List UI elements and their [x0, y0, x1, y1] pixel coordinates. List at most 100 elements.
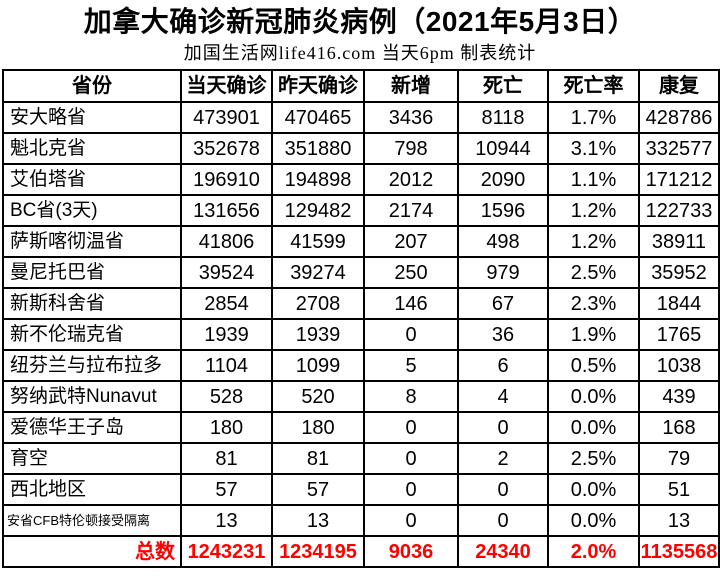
today-confirmed-cell: 352678 — [180, 132, 273, 165]
today-confirmed-cell: 131656 — [180, 194, 273, 227]
yesterday-confirmed-cell: 351880 — [271, 132, 365, 165]
recovered-cell: 332577 — [638, 132, 720, 165]
death-rate-cell: 2.5% — [547, 442, 640, 475]
recovered-cell: 1765 — [638, 318, 720, 351]
province-cell: 西北地区 — [2, 473, 182, 506]
recovered-cell: 168 — [638, 411, 720, 444]
yesterday-confirmed-cell: 1099 — [271, 349, 365, 382]
recovered-cell: 171212 — [638, 163, 720, 196]
province-cell: 安省CFB特伦顿接受隔离 — [2, 504, 182, 537]
today-confirmed-cell: 13 — [180, 504, 273, 537]
table-row: 新不伦瑞克省 1939 1939 0 36 1.9% 1765 — [2, 318, 720, 351]
death-rate-cell: 0.0% — [547, 473, 640, 506]
total-death-rate-cell: 2.0% — [547, 535, 640, 568]
death-rate-cell: 0.0% — [547, 411, 640, 444]
deaths-cell: 0 — [457, 504, 549, 537]
table-row: 萨斯喀彻温省 41806 41599 207 498 1.2% 38911 — [2, 225, 720, 258]
death-rate-cell: 1.1% — [547, 163, 640, 196]
yesterday-confirmed-cell: 180 — [271, 411, 365, 444]
deaths-cell: 2 — [457, 442, 549, 475]
new-cases-cell: 0 — [363, 442, 459, 475]
recovered-cell: 79 — [638, 442, 720, 475]
yesterday-confirmed-cell: 194898 — [271, 163, 365, 196]
today-confirmed-cell: 81 — [180, 442, 273, 475]
new-cases-cell: 798 — [363, 132, 459, 165]
province-cell: 新不伦瑞克省 — [2, 318, 182, 351]
province-cell: 爱德华王子岛 — [2, 411, 182, 444]
deaths-cell: 67 — [457, 287, 549, 320]
today-confirmed-cell: 180 — [180, 411, 273, 444]
total-yesterday-confirmed-cell: 1234195 — [271, 535, 365, 568]
today-confirmed-cell: 528 — [180, 380, 273, 413]
deaths-cell: 498 — [457, 225, 549, 258]
deaths-cell: 0 — [457, 473, 549, 506]
new-cases-cell: 3436 — [363, 101, 459, 134]
today-confirmed-cell: 196910 — [180, 163, 273, 196]
death-rate-cell: 0.0% — [547, 380, 640, 413]
today-confirmed-cell: 1104 — [180, 349, 273, 382]
death-rate-cell: 2.3% — [547, 287, 640, 320]
recovered-cell: 1038 — [638, 349, 720, 382]
deaths-cell: 979 — [457, 256, 549, 289]
today-confirmed-cell: 473901 — [180, 101, 273, 134]
death-rate-cell: 1.7% — [547, 101, 640, 134]
yesterday-confirmed-cell: 470465 — [271, 101, 365, 134]
recovered-cell: 1844 — [638, 287, 720, 320]
column-header-new-cases: 新增 — [363, 69, 459, 103]
yesterday-confirmed-cell: 81 — [271, 442, 365, 475]
new-cases-cell: 0 — [363, 473, 459, 506]
province-cell: BC省(3天) — [2, 194, 182, 227]
yesterday-confirmed-cell: 129482 — [271, 194, 365, 227]
today-confirmed-cell: 39524 — [180, 256, 273, 289]
death-rate-cell: 3.1% — [547, 132, 640, 165]
recovered-cell: 122733 — [638, 194, 720, 227]
new-cases-cell: 0 — [363, 411, 459, 444]
province-cell: 努纳武特Nunavut — [2, 380, 182, 413]
table-row: 新斯科舍省 2854 2708 146 67 2.3% 1844 — [2, 287, 720, 320]
yesterday-confirmed-cell: 13 — [271, 504, 365, 537]
yesterday-confirmed-cell: 520 — [271, 380, 365, 413]
table-row: 爱德华王子岛 180 180 0 0 0.0% 168 — [2, 411, 720, 444]
total-deaths-cell: 24340 — [457, 535, 549, 568]
recovered-cell: 35952 — [638, 256, 720, 289]
total-recovered-cell: 1135568 — [638, 535, 720, 568]
new-cases-cell: 146 — [363, 287, 459, 320]
table-row: 育空 81 81 0 2 2.5% 79 — [2, 442, 720, 475]
total-today-confirmed-cell: 1243231 — [180, 535, 273, 568]
total-row: 总数 1243231 1234195 9036 24340 2.0% 11355… — [2, 535, 720, 568]
deaths-cell: 10944 — [457, 132, 549, 165]
deaths-cell: 4 — [457, 380, 549, 413]
table-row: 艾伯塔省 196910 194898 2012 2090 1.1% 171212 — [2, 163, 720, 196]
deaths-cell: 6 — [457, 349, 549, 382]
today-confirmed-cell: 1939 — [180, 318, 273, 351]
deaths-cell: 0 — [457, 411, 549, 444]
table-row: 魁北克省 352678 351880 798 10944 3.1% 332577 — [2, 132, 720, 165]
death-rate-cell: 1.9% — [547, 318, 640, 351]
yesterday-confirmed-cell: 1939 — [271, 318, 365, 351]
province-cell: 艾伯塔省 — [2, 163, 182, 196]
death-rate-cell: 0.0% — [547, 504, 640, 537]
page-title: 加拿大确诊新冠肺炎病例（2021年5月3日） — [83, 6, 637, 37]
recovered-cell: 38911 — [638, 225, 720, 258]
recovered-cell: 51 — [638, 473, 720, 506]
deaths-cell: 1596 — [457, 194, 549, 227]
column-header-yesterday-confirmed: 昨天确诊 — [271, 69, 365, 103]
page-subtitle: 加国生活网life416.com 当天6pm 制表统计 — [183, 43, 537, 63]
table-row: 安大略省 473901 470465 3436 8118 1.7% 428786 — [2, 101, 720, 134]
table-row: 纽芬兰与拉布拉多 1104 1099 5 6 0.5% 1038 — [2, 349, 720, 382]
deaths-cell: 36 — [457, 318, 549, 351]
province-cell: 萨斯喀彻温省 — [2, 225, 182, 258]
table-row: 努纳武特Nunavut 528 520 8 4 0.0% 439 — [2, 380, 720, 413]
today-confirmed-cell: 41806 — [180, 225, 273, 258]
table-row: 曼尼托巴省 39524 39274 250 979 2.5% 35952 — [2, 256, 720, 289]
death-rate-cell: 1.2% — [547, 194, 640, 227]
table-row: BC省(3天) 131656 129482 2174 1596 1.2% 122… — [2, 194, 720, 227]
total-label-cell: 总数 — [2, 535, 182, 568]
column-header-province: 省份 — [2, 69, 182, 103]
new-cases-cell: 250 — [363, 256, 459, 289]
province-cell: 纽芬兰与拉布拉多 — [2, 349, 182, 382]
today-confirmed-cell: 57 — [180, 473, 273, 506]
column-header-recovered: 康复 — [638, 69, 720, 103]
column-header-deaths: 死亡 — [457, 69, 549, 103]
